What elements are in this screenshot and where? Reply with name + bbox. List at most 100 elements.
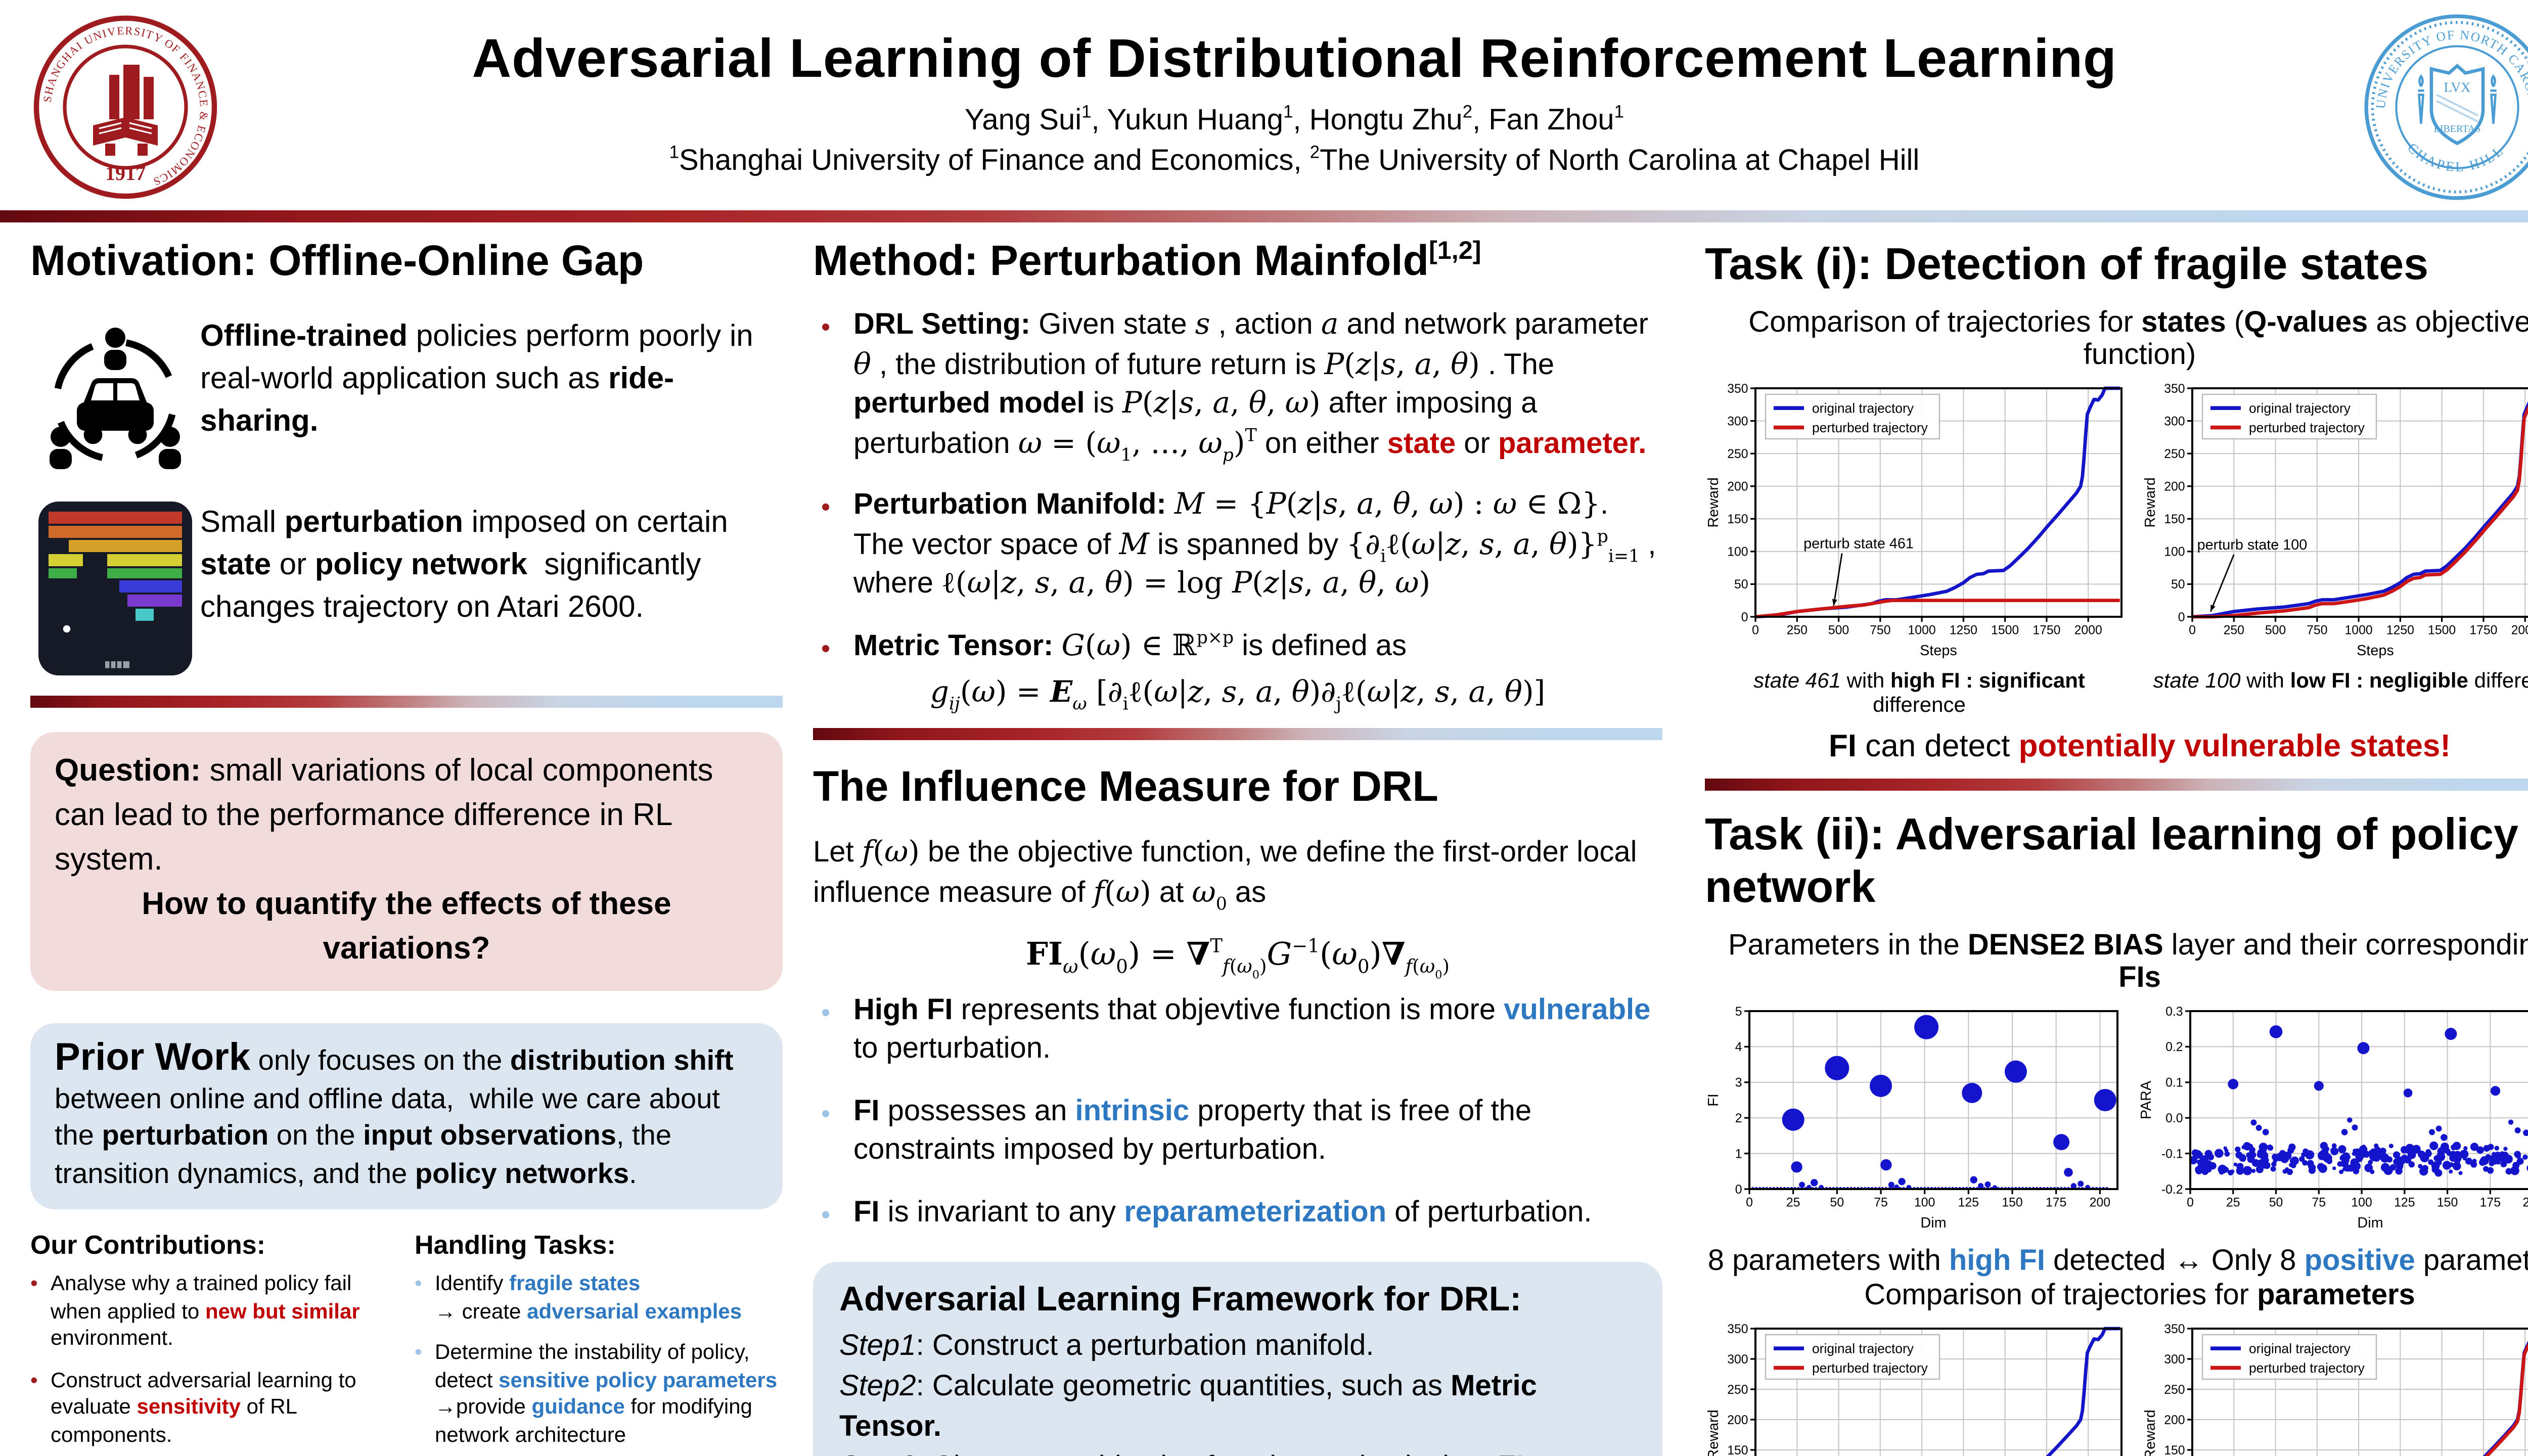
svg-text:4: 4 xyxy=(1735,1040,1742,1054)
authors: Yang Sui1, Yukun Huang1, Hongtu Zhu2, Fa… xyxy=(965,101,1624,138)
svg-text:Steps: Steps xyxy=(2357,643,2394,659)
svg-text:perturbed trajectory: perturbed trajectory xyxy=(1812,1360,1928,1376)
method-column: Method: Perturbation Mainfold[1,2] • DRL … xyxy=(813,237,1662,1456)
question-text-2: How to quantify the effects of these var… xyxy=(142,888,671,967)
contributions-heading: Our Contributions: xyxy=(30,1230,266,1260)
svg-text:0: 0 xyxy=(1735,1183,1742,1197)
fi-formula: FIω(ω0) = ∇Tf(ω0)G−1(ω0)∇f(ω0) xyxy=(1026,934,1450,983)
svg-text:150: 150 xyxy=(2164,513,2185,526)
motivation-column: Motivation: Offline-Online Gap xyxy=(30,239,783,1456)
handling-tasks-heading: Handling Tasks: xyxy=(415,1230,616,1260)
svg-text:perturbed trajectory: perturbed trajectory xyxy=(2249,420,2365,435)
svg-text:0: 0 xyxy=(1741,611,1748,624)
handling-tasks: Handling Tasks: • Identify fragile states… xyxy=(398,1230,783,1456)
framework-step-3: Step3: Choose an objective function and … xyxy=(839,1449,1636,1456)
task1-charts: 0 250 500 750 1000 1250 1500 1750 2000 0 50 100 150 2… xyxy=(1705,380,2528,669)
unc-logo: UNIVERSITY OF NORTH CAROLINA CHAPEL HILL… xyxy=(2362,12,2528,200)
task1-heading: Task (i): Detection of fragile states xyxy=(1705,239,2429,289)
svg-text:200: 200 xyxy=(2090,1196,2110,1209)
svg-text:175: 175 xyxy=(2046,1196,2066,1209)
svg-text:25: 25 xyxy=(1786,1196,1800,1209)
svg-text:200: 200 xyxy=(1727,480,1748,494)
handling-task-item: • Identify fragile states → create adversa… xyxy=(415,1272,742,1324)
unc-bottom-text: CHAPEL HILL xyxy=(2405,140,2505,174)
col2-divider-bar xyxy=(813,728,1662,740)
svg-text:2: 2 xyxy=(1735,1112,1742,1125)
sufe-building-icon xyxy=(93,65,158,156)
svg-text:250: 250 xyxy=(2224,623,2244,637)
svg-text:300: 300 xyxy=(2164,1353,2185,1367)
svg-text:100: 100 xyxy=(1914,1196,1935,1209)
svg-text:150: 150 xyxy=(2164,1444,2185,1456)
prior-work-box: Prior Work only focuses on the distribut… xyxy=(30,1023,783,1209)
atari-breakout-image xyxy=(38,502,192,675)
svg-text:0: 0 xyxy=(2187,1196,2194,1209)
method-bullet-drl-setting: • DRL Setting: Given state s , action a a… xyxy=(821,309,1648,466)
svg-text:50: 50 xyxy=(2269,1196,2283,1209)
motivation-point-1: Offline-trained policies perform poorly … xyxy=(30,315,783,473)
task1-conclusion: FI can detect potentially vulnerable sta… xyxy=(1828,730,2451,764)
svg-text:300: 300 xyxy=(1727,415,1748,428)
svg-text:Dim: Dim xyxy=(1920,1215,1946,1231)
svg-text:750: 750 xyxy=(1870,623,1890,637)
metric-tensor-formula: gij(ω) = Eω [∂iℓ(ω|z, s, a, θ)∂jℓ(ω|z, s… xyxy=(930,675,1546,716)
svg-text:500: 500 xyxy=(1828,623,1849,637)
svg-text:150: 150 xyxy=(2437,1196,2458,1209)
svg-text:CHAPEL HILL: CHAPEL HILL xyxy=(2405,140,2507,174)
method-bullet-metric-tensor: • Metric Tensor: G(ω) ∈ ℝp×p is defined a… xyxy=(821,628,1407,662)
method-heading: Method: Perturbation Mainfold[1,2] xyxy=(813,237,1481,285)
framework-step-1: Step1: Construct a perturbation manifold… xyxy=(839,1331,1374,1364)
motivation-heading: Motivation: Offline-Online Gap xyxy=(30,239,644,285)
motivation-point-2-text: Small perturbation imposed on certain st… xyxy=(200,506,728,625)
svg-text:Dim: Dim xyxy=(2357,1215,2383,1231)
svg-text:perturb state 100: perturb state 100 xyxy=(2197,537,2308,553)
svg-text:200: 200 xyxy=(2522,1196,2528,1209)
method-bullet-perturbation-manifold: • Perturbation Manifold: M = {P(z|s, a, θ… xyxy=(821,489,1656,601)
svg-text:250: 250 xyxy=(1727,1383,1748,1397)
task2-line2: Comparison of trajectories for parameter… xyxy=(1864,1280,2415,1312)
svg-text:75: 75 xyxy=(1874,1196,1888,1209)
svg-text:Reward: Reward xyxy=(1705,477,1722,527)
unc-shield-lvx: LVX xyxy=(2444,79,2471,95)
svg-text:250: 250 xyxy=(1787,623,1808,637)
svg-text:0.2: 0.2 xyxy=(2165,1040,2183,1054)
task2-line1: 8 parameters with high FI detected ↔ Onl… xyxy=(1707,1246,2528,1278)
header: SHANGHAI UNIVERSITY OF FINANCE & ECONOMI… xyxy=(0,0,2528,210)
svg-text:250: 250 xyxy=(2164,1383,2185,1397)
poster-title: Adversarial Learning of Distributional R… xyxy=(472,28,2117,89)
fi-bullet-vulnerable: • High FI represents that objevtive funct… xyxy=(821,994,1651,1067)
col3-divider-bar xyxy=(1705,779,2528,791)
svg-text:0.1: 0.1 xyxy=(2165,1076,2183,1090)
task1-caption-right: state 100 with low FI : negligible diffe… xyxy=(2153,669,2528,694)
task2-para-scatter: 0 25 50 75 100 125 150 175 200 -0.2 -0.1 0.0 0.1 0.2 0… xyxy=(2138,1003,2528,1242)
svg-text:0: 0 xyxy=(2189,623,2196,637)
svg-text:2000: 2000 xyxy=(2511,623,2528,637)
svg-text:200: 200 xyxy=(2164,1414,2185,1427)
svg-text:PARA: PARA xyxy=(2138,1080,2154,1119)
task1-chart-right: 0 250 500 750 1000 1250 1500 1750 2000 0 50 100 150 2… xyxy=(2142,380,2528,669)
svg-text:Steps: Steps xyxy=(1920,643,1957,659)
task1-captions: state 461 with high FI : significant dif… xyxy=(1705,669,2528,718)
svg-text:250: 250 xyxy=(2164,447,2185,461)
contribution-item: • Construct adversarial learning to evalu… xyxy=(30,1368,356,1447)
svg-text:200: 200 xyxy=(1727,1414,1748,1427)
framework-heading: Adversarial Learning Framework for DRL: xyxy=(839,1281,1522,1320)
contributions-section: Our Contributions: • Analyse why a traine… xyxy=(30,1230,783,1456)
svg-text:perturbed trajectory: perturbed trajectory xyxy=(1812,420,1928,435)
svg-text:1000: 1000 xyxy=(2345,623,2373,637)
influence-heading: The Influence Measure for DRL xyxy=(813,764,1438,811)
svg-text:Reward: Reward xyxy=(2142,477,2158,527)
svg-text:75: 75 xyxy=(2312,1196,2326,1209)
svg-text:5: 5 xyxy=(1735,1005,1742,1019)
results-column: Task (i): Detection of fragile states Co… xyxy=(1705,239,2528,1456)
task1-chart-left: 0 250 500 750 1000 1250 1500 1750 2000 0 50 100 150 2… xyxy=(1705,380,2130,669)
task1-caption-left: state 461 with high FI : significant dif… xyxy=(1753,669,2085,718)
svg-text:1250: 1250 xyxy=(1950,623,1977,637)
header-divider-bar xyxy=(0,210,2528,222)
contribution-item: • Analyse why a trained policy fail when … xyxy=(30,1272,360,1351)
svg-text:25: 25 xyxy=(2226,1196,2240,1209)
task2-scatter-charts: 0 25 50 75 100 125 150 175 200 0 1 2 3 4 5 Dim FI 0 25 50 7… xyxy=(1705,1003,2528,1242)
svg-text:1000: 1000 xyxy=(1908,623,1936,637)
framework-step-2: Step2: Calculate geometric quantities, s… xyxy=(839,1372,1537,1445)
